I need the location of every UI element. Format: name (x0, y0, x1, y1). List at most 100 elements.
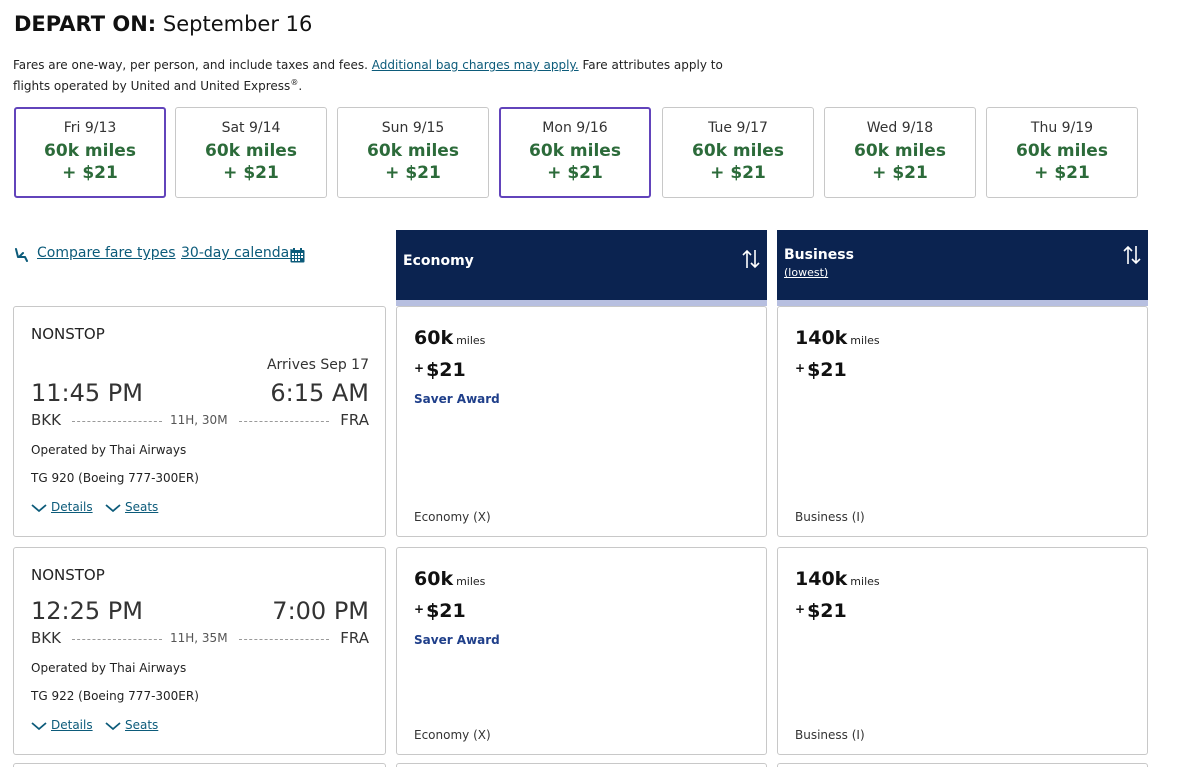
saver-award-label: Saver Award (414, 392, 500, 406)
fare-miles-unit: miles (456, 334, 486, 347)
arrival-time: 7:00 PM (272, 597, 369, 625)
destination-code: FRA (340, 411, 369, 429)
business-column-header[interactable]: Business (lowest) (777, 230, 1148, 306)
chevron-down-icon[interactable] (31, 503, 47, 513)
origin-code: BKK (31, 411, 61, 429)
chevron-down-icon[interactable] (105, 721, 121, 731)
chevron-down-icon[interactable] (105, 503, 121, 513)
fare-notice: Fares are one-way, per person, and inclu… (13, 56, 733, 95)
date-option-wed-9-18[interactable]: Wed 9/18 60k miles + $21 (824, 107, 976, 198)
fare-miles: 140k miles (795, 568, 880, 590)
flight-number: TG 920 (Boeing 777-300ER) (31, 471, 199, 485)
business-header-strip (777, 300, 1148, 306)
page-title-label: DEPART ON: (14, 12, 157, 36)
next-economy-fare-edge (396, 763, 767, 767)
economy-header-strip (396, 300, 767, 306)
fare-fee: + $21 (414, 600, 466, 622)
flight-card: NONSTOP 12:25 PM 7:00 PM BKK 11H, 35M FR… (13, 547, 386, 755)
economy-fare-option[interactable]: 60k miles + $21 Saver Award Economy (X) (396, 306, 767, 537)
fare-miles: 60k miles (414, 327, 485, 349)
fare-plus: + (795, 361, 806, 375)
date-option-date: Sat 9/14 (221, 120, 281, 136)
date-option-miles: 60k miles (367, 141, 459, 161)
date-option-date: Fri 9/13 (63, 120, 117, 136)
economy-fare-option[interactable]: 60k miles + $21 Saver Award Economy (X) (396, 547, 767, 755)
fare-miles-unit: miles (850, 575, 880, 588)
chevron-down-icon[interactable] (31, 721, 47, 731)
arrival-time: 6:15 AM (270, 379, 369, 407)
date-option-miles: 60k miles (205, 141, 297, 161)
route-line (72, 639, 162, 640)
business-fare-option[interactable]: 140k miles + $21 Business (I) (777, 306, 1148, 537)
fare-miles: 60k miles (414, 568, 485, 590)
thirty-day-calendar-link[interactable]: 30-day calendar (181, 245, 295, 261)
date-option-mon-9-16[interactable]: Mon 9/16 60k miles + $21 (499, 107, 651, 198)
fare-miles-value: 140k (795, 327, 848, 349)
notice-text-2: Fare attributes apply to flights operate… (13, 58, 723, 93)
seats-link[interactable]: Seats (125, 718, 159, 732)
departure-time: 12:25 PM (31, 597, 143, 625)
route-line (239, 639, 329, 640)
fare-plus: + (414, 602, 425, 616)
date-option-miles: 60k miles (692, 141, 784, 161)
fare-miles-unit: miles (456, 575, 486, 588)
date-option-sun-9-15[interactable]: Sun 9/15 60k miles + $21 (337, 107, 489, 198)
fare-miles: 140k miles (795, 327, 880, 349)
route-line (72, 421, 162, 422)
date-option-date: Wed 9/18 (866, 120, 934, 136)
business-column-title: Business (784, 247, 854, 263)
fare-cabin-class: Business (I) (795, 510, 865, 524)
seats-link[interactable]: Seats (125, 500, 159, 514)
business-column-subtitle[interactable]: (lowest) (784, 266, 829, 279)
details-link[interactable]: Details (51, 500, 93, 514)
fare-fee: + $21 (795, 359, 847, 381)
date-option-tue-9-17[interactable]: Tue 9/17 60k miles + $21 (662, 107, 814, 198)
date-option-fee: + $21 (223, 163, 279, 183)
economy-column-title: Economy (403, 253, 474, 269)
date-option-date: Thu 9/19 (1030, 120, 1094, 136)
registered-mark: ® (290, 78, 299, 87)
date-option-thu-9-19[interactable]: Thu 9/19 60k miles + $21 (986, 107, 1138, 198)
operator-text: Operated by Thai Airways (31, 661, 187, 675)
date-option-fee: + $21 (547, 163, 603, 183)
date-option-fee: + $21 (62, 163, 118, 183)
fare-fee-amount: $21 (426, 600, 466, 622)
flight-duration: 11H, 30M (170, 413, 228, 427)
date-option-miles: 60k miles (854, 141, 946, 161)
fare-fee: + $21 (795, 600, 847, 622)
date-option-miles: 60k miles (44, 141, 136, 161)
economy-column-header[interactable]: Economy (396, 230, 767, 306)
bag-charges-link[interactable]: Additional bag charges may apply. (371, 58, 579, 72)
business-fare-option[interactable]: 140k miles + $21 Business (I) (777, 547, 1148, 755)
flight-stops: NONSTOP (31, 325, 105, 343)
date-option-sat-9-14[interactable]: Sat 9/14 60k miles + $21 (175, 107, 327, 198)
route-line (239, 421, 329, 422)
next-flight-card-edge (13, 763, 386, 767)
fare-fee-amount: $21 (807, 359, 847, 381)
fare-cabin-class: Business (I) (795, 728, 865, 742)
fare-cabin-class: Economy (X) (414, 510, 491, 524)
fare-plus: + (414, 361, 425, 375)
sort-arrows-icon[interactable] (1123, 244, 1141, 266)
fare-miles-value: 60k (414, 327, 454, 349)
date-option-fri-9-13[interactable]: Fri 9/13 60k miles + $21 (14, 107, 166, 198)
fare-fee-amount: $21 (426, 359, 466, 381)
date-option-miles: 60k miles (1016, 141, 1108, 161)
details-link[interactable]: Details (51, 718, 93, 732)
date-option-fee: + $21 (710, 163, 766, 183)
date-option-date: Sun 9/15 (381, 120, 445, 136)
date-option-fee: + $21 (872, 163, 928, 183)
date-option-fee: + $21 (1034, 163, 1090, 183)
compare-fare-types-link[interactable]: Compare fare types (37, 245, 176, 261)
calendar-icon[interactable] (290, 248, 305, 263)
flight-number: TG 922 (Boeing 777-300ER) (31, 689, 199, 703)
date-option-miles: 60k miles (529, 141, 621, 161)
page-title: DEPART ON: September 16 (14, 12, 312, 36)
origin-code: BKK (31, 629, 61, 647)
fare-fee: + $21 (414, 359, 466, 381)
arrival-note: Arrives Sep 17 (266, 357, 369, 373)
destination-code: FRA (340, 629, 369, 647)
fare-cabin-class: Economy (X) (414, 728, 491, 742)
sort-arrows-icon[interactable] (742, 248, 760, 270)
notice-text: Fares are one-way, per person, and inclu… (13, 58, 368, 72)
